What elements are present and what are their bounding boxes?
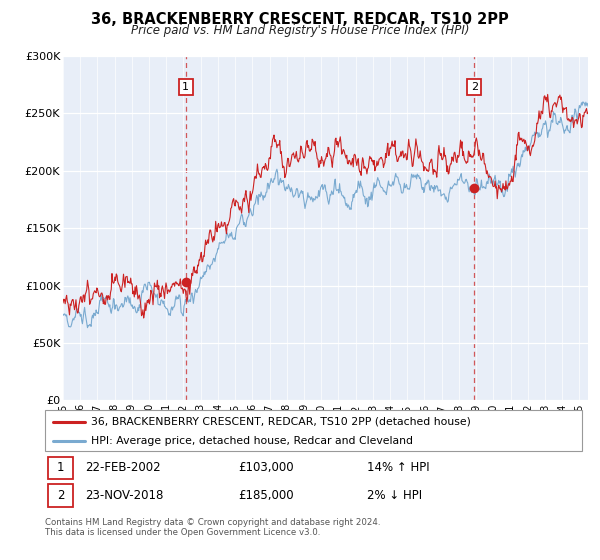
Text: £103,000: £103,000 bbox=[238, 461, 294, 474]
Text: HPI: Average price, detached house, Redcar and Cleveland: HPI: Average price, detached house, Redc… bbox=[91, 436, 413, 446]
Text: 2: 2 bbox=[471, 82, 478, 92]
FancyBboxPatch shape bbox=[47, 484, 73, 506]
Text: 14% ↑ HPI: 14% ↑ HPI bbox=[367, 461, 430, 474]
Text: Price paid vs. HM Land Registry's House Price Index (HPI): Price paid vs. HM Land Registry's House … bbox=[131, 24, 469, 37]
Text: Contains HM Land Registry data © Crown copyright and database right 2024.
This d: Contains HM Land Registry data © Crown c… bbox=[45, 518, 380, 538]
Text: 22-FEB-2002: 22-FEB-2002 bbox=[85, 461, 161, 474]
Text: 1: 1 bbox=[57, 461, 64, 474]
FancyBboxPatch shape bbox=[45, 410, 582, 451]
Text: £185,000: £185,000 bbox=[238, 489, 294, 502]
Text: 36, BRACKENBERRY CRESCENT, REDCAR, TS10 2PP (detached house): 36, BRACKENBERRY CRESCENT, REDCAR, TS10 … bbox=[91, 417, 470, 427]
Text: 1: 1 bbox=[182, 82, 189, 92]
Text: 23-NOV-2018: 23-NOV-2018 bbox=[85, 489, 164, 502]
FancyBboxPatch shape bbox=[47, 456, 73, 479]
Text: 36, BRACKENBERRY CRESCENT, REDCAR, TS10 2PP: 36, BRACKENBERRY CRESCENT, REDCAR, TS10 … bbox=[91, 12, 509, 27]
Text: 2: 2 bbox=[57, 489, 64, 502]
Text: 2% ↓ HPI: 2% ↓ HPI bbox=[367, 489, 422, 502]
